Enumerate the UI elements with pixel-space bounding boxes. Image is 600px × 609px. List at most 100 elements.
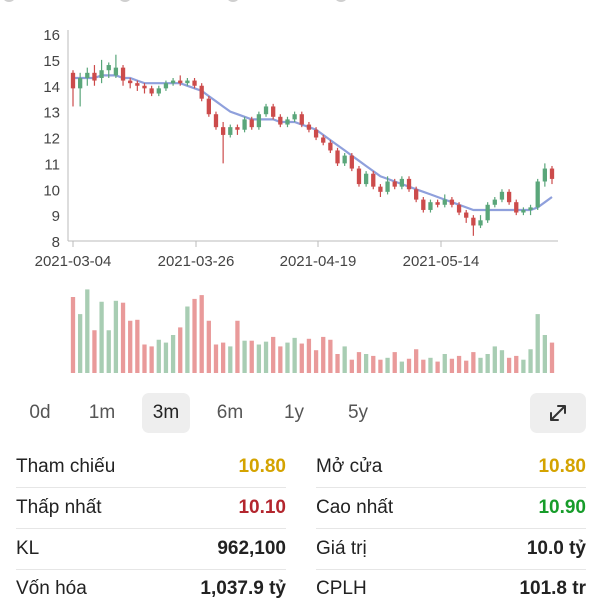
volume-bar bbox=[435, 361, 440, 373]
candle-body bbox=[492, 199, 497, 205]
value-label: Giá trị bbox=[316, 538, 367, 559]
candle-body bbox=[306, 124, 312, 130]
divider bbox=[16, 528, 286, 529]
candle-body bbox=[406, 178, 412, 190]
candle-body bbox=[435, 202, 440, 205]
y-tick-label: 10 bbox=[43, 182, 60, 199]
candle-body bbox=[92, 72, 97, 81]
candle-body bbox=[263, 106, 269, 115]
candle-body bbox=[342, 155, 347, 164]
y-tick-label: 13 bbox=[43, 105, 60, 122]
candle-body bbox=[113, 67, 119, 76]
volume-bar bbox=[149, 346, 154, 373]
volume-bar bbox=[156, 339, 161, 373]
candle-body bbox=[228, 127, 233, 135]
volume-bar bbox=[321, 336, 326, 373]
volume-bar bbox=[378, 359, 383, 373]
candle-body bbox=[442, 199, 447, 205]
stat-row-ref: Tham chiếu 10.80 bbox=[16, 447, 286, 487]
candle-body bbox=[542, 168, 547, 182]
candle-body bbox=[528, 207, 533, 210]
tab-6m[interactable]: 6m bbox=[216, 402, 244, 423]
volume-bar bbox=[456, 355, 462, 373]
ref-label: Tham chiếu bbox=[16, 456, 116, 477]
tab-1m[interactable]: 1m bbox=[88, 402, 116, 423]
candle-body bbox=[335, 150, 340, 164]
y-tick-label: 12 bbox=[43, 131, 60, 148]
y-tick-label: 15 bbox=[43, 53, 60, 70]
candle-body bbox=[506, 191, 512, 203]
volume-bar bbox=[142, 344, 147, 373]
divider bbox=[16, 487, 286, 488]
divider bbox=[316, 487, 586, 488]
volume-bar bbox=[128, 320, 133, 373]
volume-bar bbox=[235, 320, 240, 373]
cap-label: Vốn hóa bbox=[16, 578, 87, 599]
volume-label: KL bbox=[16, 538, 40, 559]
y-tick-label: 8 bbox=[52, 234, 60, 251]
volume-bar bbox=[192, 298, 197, 373]
volume-bar bbox=[206, 320, 211, 373]
candle-body bbox=[292, 114, 297, 120]
candle-body bbox=[385, 181, 390, 192]
candle-body bbox=[235, 127, 240, 130]
low-label: Thấp nhất bbox=[16, 497, 102, 518]
cap-value: 1,037.9 tỷ bbox=[200, 578, 286, 599]
stat-row-shares: CPLH 101.8 tr bbox=[316, 569, 586, 609]
value-value: 10.0 tỷ bbox=[526, 538, 586, 559]
candle-body bbox=[499, 191, 505, 200]
tab-1y[interactable]: 1y bbox=[283, 402, 305, 423]
volume-bar bbox=[92, 330, 97, 373]
volume-bar bbox=[70, 297, 76, 373]
volume-bar bbox=[371, 355, 376, 373]
x-tick-label: 2021-03-26 bbox=[158, 253, 235, 270]
stock-chart[interactable]: 16 15 14 13 12 11 10 9 8 2021-03-04 2021-03-26 2021… bbox=[0, 0, 600, 385]
candle-body bbox=[220, 127, 226, 135]
volume-bar bbox=[542, 335, 547, 373]
volume-bar bbox=[213, 344, 219, 373]
candle-body bbox=[549, 168, 555, 179]
candle-body bbox=[242, 119, 247, 130]
tab-5y[interactable]: 5y bbox=[347, 402, 369, 423]
volume-bar bbox=[328, 339, 333, 373]
volume-bar bbox=[363, 354, 369, 373]
volume-bar bbox=[78, 314, 83, 373]
candle-body bbox=[514, 202, 519, 213]
volume-bar bbox=[428, 357, 433, 373]
divider bbox=[16, 569, 286, 570]
candle-body bbox=[278, 116, 283, 125]
volume-bar bbox=[499, 350, 505, 373]
volume-bar bbox=[106, 330, 111, 373]
candle-body bbox=[170, 80, 176, 84]
stat-row-value: Giá trị 10.0 tỷ bbox=[316, 529, 586, 569]
volume-bar bbox=[506, 357, 512, 373]
candle-body bbox=[356, 168, 362, 185]
tab-3m[interactable]: 3m bbox=[142, 393, 190, 433]
y-tick-label: 16 bbox=[43, 27, 60, 44]
expand-button[interactable] bbox=[530, 393, 586, 433]
candle-body bbox=[399, 178, 405, 187]
volume-bar bbox=[170, 335, 176, 373]
candle-body bbox=[192, 80, 197, 86]
candle-body bbox=[149, 88, 154, 94]
candle-body bbox=[213, 114, 219, 128]
volume-bar bbox=[492, 346, 497, 373]
candle-body bbox=[521, 209, 526, 213]
candle-body bbox=[535, 181, 540, 208]
candle-body bbox=[321, 137, 326, 143]
candle-body bbox=[371, 173, 376, 187]
x-tick-label: 2021-04-19 bbox=[280, 253, 357, 270]
open-label: Mở cửa bbox=[316, 456, 383, 477]
tab-0d[interactable]: 0d bbox=[29, 402, 51, 423]
volume-bar bbox=[199, 295, 204, 373]
candle-body bbox=[471, 217, 476, 226]
volume-bar bbox=[356, 352, 362, 373]
candle-body bbox=[163, 83, 169, 89]
legend-dot-icon bbox=[226, 0, 240, 2]
x-tick-label: 2021-03-04 bbox=[35, 253, 112, 270]
volume-bar bbox=[228, 346, 233, 373]
candle-body bbox=[156, 88, 161, 94]
volume-bar bbox=[271, 336, 276, 373]
volume-bar bbox=[449, 358, 455, 373]
volume-bar bbox=[278, 346, 283, 373]
